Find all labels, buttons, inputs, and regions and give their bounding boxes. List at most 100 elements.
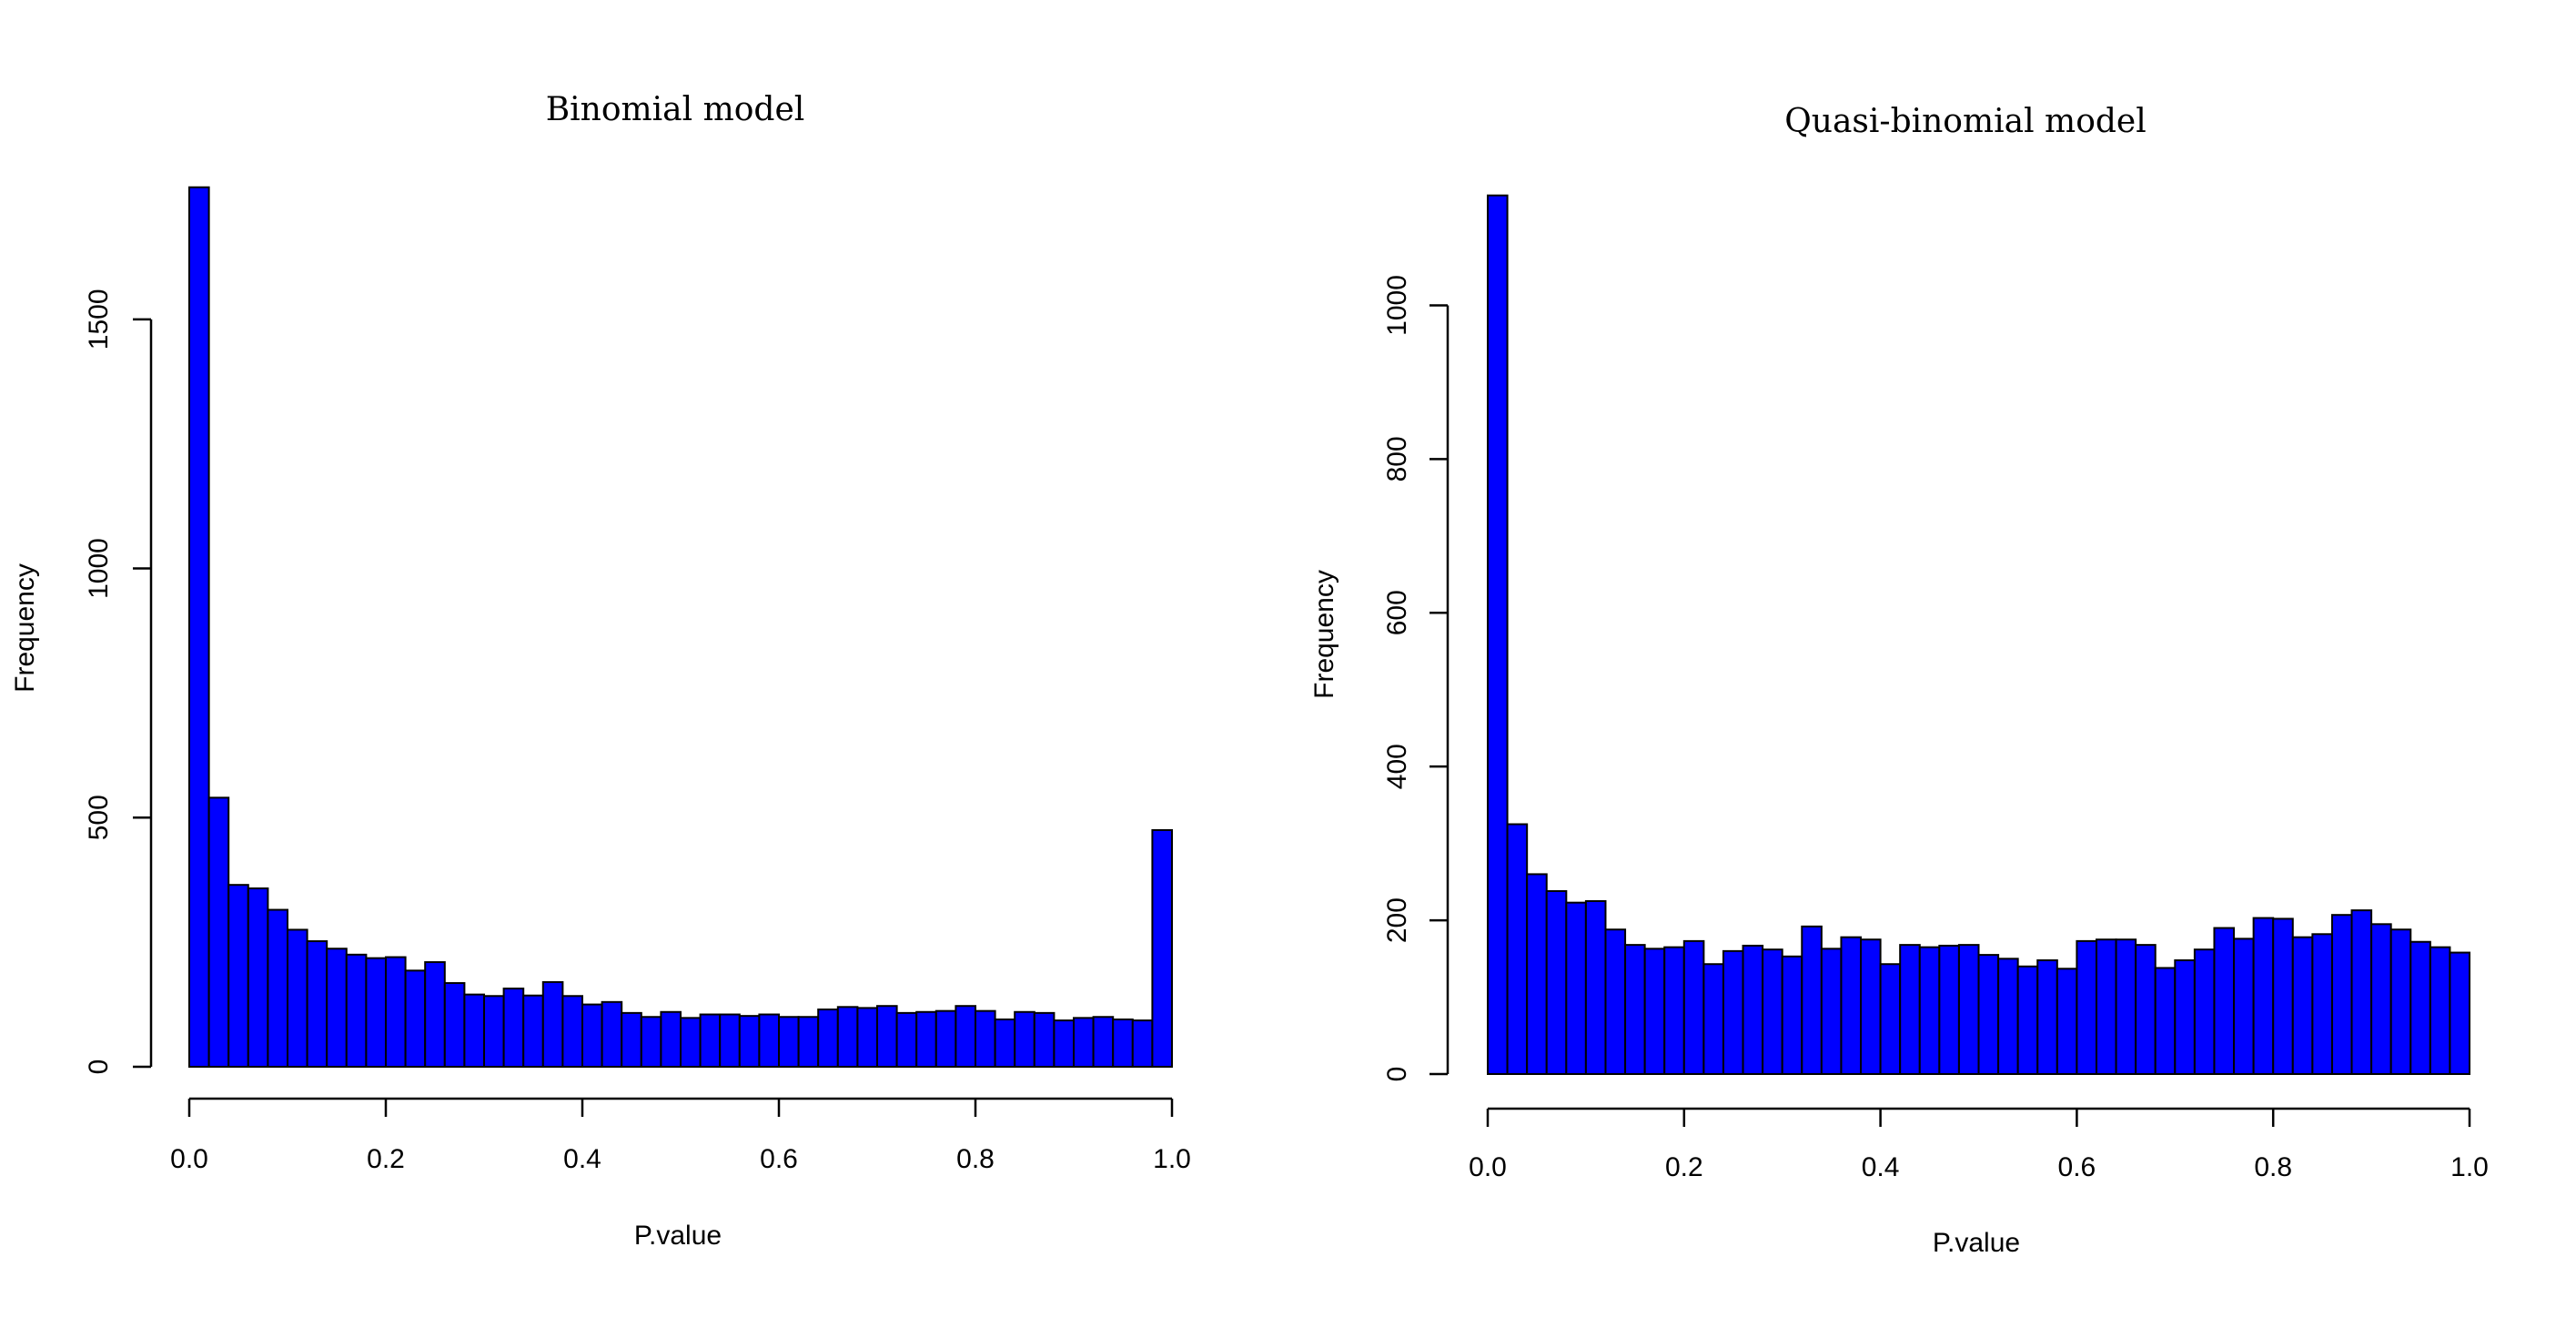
histogram-bar [1033,1011,1056,1068]
histogram-bar [2016,965,2039,1076]
x-tick-label: 0.8 [2254,1152,2292,1182]
histogram-bar [934,1009,957,1069]
y-axis-label: Frequency [10,563,40,693]
bars [188,186,1174,1069]
histogram-bar [385,956,407,1069]
histogram-bar [2252,917,2275,1075]
histogram-bar [699,1013,722,1069]
histogram-bar [1053,1019,1076,1068]
histogram-bar [1801,925,1823,1075]
histogram-bar [2272,917,2294,1076]
histogram-bar [1977,954,2000,1075]
histogram-bar [561,995,584,1069]
histogram-bar [836,1006,859,1069]
histogram-bar [1938,944,1960,1075]
histogram-bar [502,988,525,1069]
x-tick-label: 1.0 [2450,1152,2489,1182]
histogram-bar [267,908,288,1068]
histogram-bar [2429,946,2451,1076]
histogram-bar [1545,890,1568,1075]
x-tick-label: 0.6 [2058,1152,2096,1182]
histogram-bar [1879,963,1902,1075]
histogram-bar [365,957,387,1069]
histogram-bar [1584,899,1607,1075]
histogram-bar [1526,873,1548,1075]
histogram-bar [660,1010,682,1069]
histogram-bar [306,940,328,1069]
histogram-bar [621,1011,642,1068]
histogram-bar [1643,948,1666,1075]
histogram-bar [1702,963,1724,1075]
histogram-bar [955,1005,977,1068]
histogram-bar [2350,909,2373,1075]
x-tick-label: 0.0 [1469,1152,1507,1182]
histogram-bar [876,1005,898,1068]
histogram-bar [1487,194,1509,1075]
histogram-bar [778,1016,800,1068]
histogram-bar [1899,944,1921,1075]
histogram-bar [1014,1010,1035,1069]
x-axis-label: P.value [1933,1228,2020,1258]
y-tick-label: 1500 [84,289,114,350]
histogram-bar [345,953,368,1068]
x-tick-label: 0.6 [760,1144,798,1174]
histogram-bar [581,1003,603,1068]
histogram-bar [522,994,544,1068]
histogram-bar [1624,944,1646,1075]
y-axis: 0 500 1000 1500 [84,289,153,1074]
histogram-bar [2330,914,2353,1075]
histogram-bar [2233,938,2255,1075]
histogram-quasi-binomial: Quasi-binomial model P.value Frequency 0… [1309,103,2489,1258]
x-tick-label: 0.8 [956,1144,995,1174]
histogram-bar [1682,939,1705,1076]
histogram-binomial: Binomial model P.value Frequency 0.0 0.2 0… [10,91,1191,1251]
x-axis: 0.0 0.2 0.4 0.6 0.8 1.0 [170,1097,1191,1174]
y-tick-label: 800 [1382,436,1412,482]
y-tick-label: 200 [1382,897,1412,943]
histogram-bar [1781,955,1803,1076]
histogram-bar [1860,938,1882,1075]
x-tick-label: 1.0 [1153,1144,1191,1174]
x-axis: 0.0 0.2 0.4 0.6 0.8 1.0 [1469,1107,2489,1182]
histogram-bar [2213,927,2236,1075]
y-tick-label: 1000 [84,538,114,599]
histogram-bar [1918,946,1941,1076]
histogram-bar [1073,1017,1095,1068]
histogram-bar [915,1010,937,1069]
y-tick-label: 600 [1382,590,1412,635]
histogram-bar [1762,948,1783,1076]
histogram-bar [2291,936,2314,1076]
x-tick-label: 0.2 [367,1144,405,1174]
histogram-bar [188,186,210,1069]
histogram-bar [738,1015,761,1069]
histogram-bar [424,961,446,1069]
histogram-bar [2056,968,2078,1076]
x-tick-label: 0.2 [1665,1152,1703,1182]
histogram-bar [2115,938,2137,1075]
histogram-bar [443,982,466,1069]
histogram-bar [247,887,269,1069]
histogram-bar [463,993,485,1068]
histogram-bar [1742,944,1764,1075]
histogram-bar [994,1018,1016,1068]
histogram-bar [1840,936,1863,1076]
histogram-bar [1131,1019,1154,1068]
histogram-bar [680,1017,702,1068]
histogram-bar [856,1007,879,1069]
histogram-bar [2135,944,2157,1075]
x-tick-label: 0.0 [170,1144,208,1174]
histogram-bar [1820,948,1843,1075]
histogram-bar [2409,940,2431,1075]
x-tick-label: 0.4 [563,1144,601,1174]
histogram-bar [287,928,308,1069]
histogram-bar [817,1009,839,1069]
chart-title: Quasi-binomial model [1784,103,2146,140]
histogram-bar [2036,959,2058,1076]
histogram-bar [1663,946,1685,1076]
histogram-bar [1151,828,1174,1069]
histogram-bar [1722,949,1744,1075]
y-tick-label: 1000 [1382,275,1412,336]
histogram-bar [2389,928,2412,1075]
histogram-bar [719,1013,741,1069]
